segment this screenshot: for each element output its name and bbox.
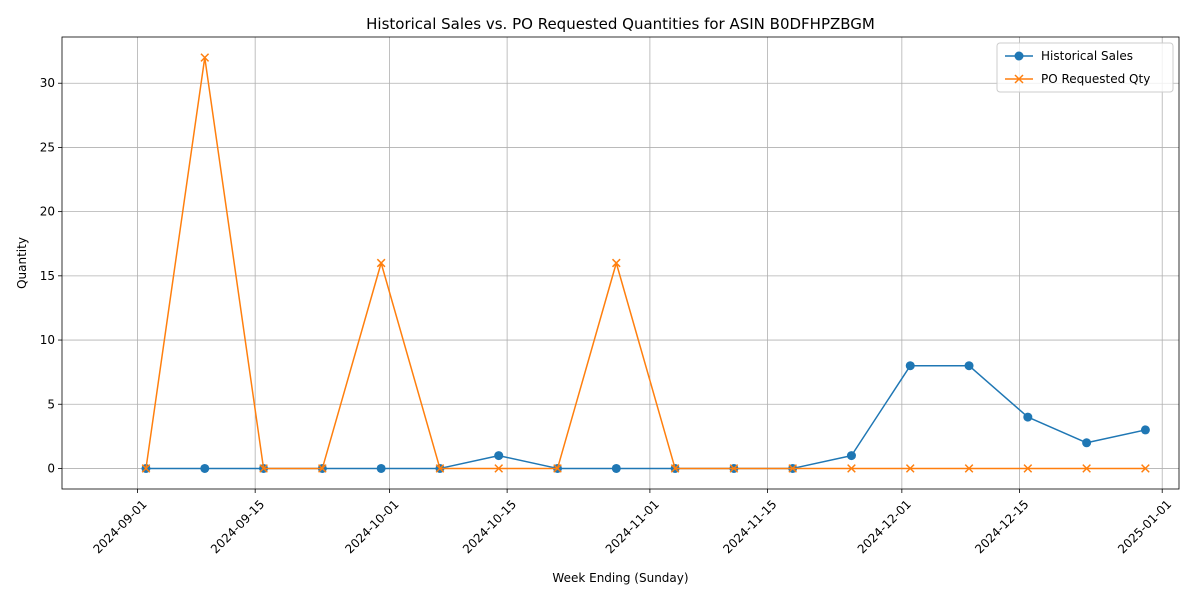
y-tick-label: 5 xyxy=(47,397,55,411)
data-point-po-requested-qty xyxy=(729,464,739,473)
y-tick-label: 30 xyxy=(40,76,55,90)
grid xyxy=(62,37,1179,489)
data-point-po-requested-qty xyxy=(200,53,210,62)
axis-ticks: 2024-09-01 2024-09-15 2024-10-01 2024-10-15… xyxy=(40,76,1175,556)
data-point-historical-sales xyxy=(376,463,386,473)
data-point-po-requested-qty xyxy=(1141,464,1150,473)
series-layer xyxy=(141,53,1150,473)
data-point-historical-sales xyxy=(1082,438,1092,448)
legend-label-po-requested-qty: PO Requested Qty xyxy=(1041,72,1150,86)
data-point-po-requested-qty xyxy=(847,464,856,473)
data-point-po-requested-qty xyxy=(1082,464,1091,473)
data-point-po-requested-qty xyxy=(376,258,386,268)
plot-frame xyxy=(61,36,1180,490)
data-point-historical-sales xyxy=(905,361,915,371)
x-tick-label: 2024-09-15 xyxy=(208,497,267,556)
y-tick-label: 15 xyxy=(40,269,55,283)
data-point-historical-sales xyxy=(611,463,621,473)
data-point-po-requested-qty xyxy=(435,464,445,473)
y-tick-label: 10 xyxy=(40,333,55,347)
data-point-historical-sales xyxy=(1140,425,1150,435)
x-tick-label: 2024-10-01 xyxy=(342,497,401,556)
legend-marker-po-requested-qty xyxy=(1014,74,1024,84)
data-point-historical-sales xyxy=(846,451,856,461)
legend: Historical Sales PO Requested Qty xyxy=(996,42,1174,93)
x-tick-label: 2024-09-01 xyxy=(90,497,149,556)
data-point-po-requested-qty xyxy=(964,464,974,473)
data-point-po-requested-qty xyxy=(670,464,680,473)
y-axis-label: Quantity xyxy=(15,237,29,289)
x-tick-label: 2024-12-01 xyxy=(855,497,914,556)
data-point-po-requested-qty xyxy=(611,258,621,268)
chart-title: Historical Sales vs. PO Requested Quanti… xyxy=(366,15,875,33)
x-axis-label: Week Ending (Sunday) xyxy=(552,571,688,585)
y-tick-label: 25 xyxy=(40,140,55,154)
x-tick-label: 2024-11-01 xyxy=(603,497,662,556)
data-point-po-requested-qty xyxy=(788,464,797,473)
data-point-po-requested-qty xyxy=(259,464,268,473)
data-point-po-requested-qty xyxy=(494,464,504,473)
y-tick-label: 0 xyxy=(47,461,55,475)
data-point-historical-sales xyxy=(1023,412,1033,422)
data-point-po-requested-qty xyxy=(318,464,327,473)
data-point-po-requested-qty xyxy=(141,464,151,473)
series-line-historical-sales xyxy=(145,364,1146,470)
y-tick-label: 20 xyxy=(40,205,55,219)
data-point-po-requested-qty xyxy=(1023,464,1033,473)
series-line-po-requested-qty xyxy=(145,56,1146,470)
x-tick-label: 2024-10-15 xyxy=(460,497,519,556)
legend-marker-historical-sales xyxy=(1014,51,1024,61)
legend-box xyxy=(996,42,1174,93)
x-tick-label: 2024-12-15 xyxy=(972,497,1031,556)
data-point-po-requested-qty xyxy=(905,464,915,473)
x-tick-label: 2024-11-15 xyxy=(720,497,779,556)
data-point-historical-sales xyxy=(494,451,504,461)
legend-label-historical-sales: Historical Sales xyxy=(1041,49,1133,63)
data-point-historical-sales xyxy=(200,463,210,473)
data-point-po-requested-qty xyxy=(553,464,562,473)
data-point-historical-sales xyxy=(964,361,974,371)
x-tick-label: 2025-01-01 xyxy=(1115,497,1174,556)
